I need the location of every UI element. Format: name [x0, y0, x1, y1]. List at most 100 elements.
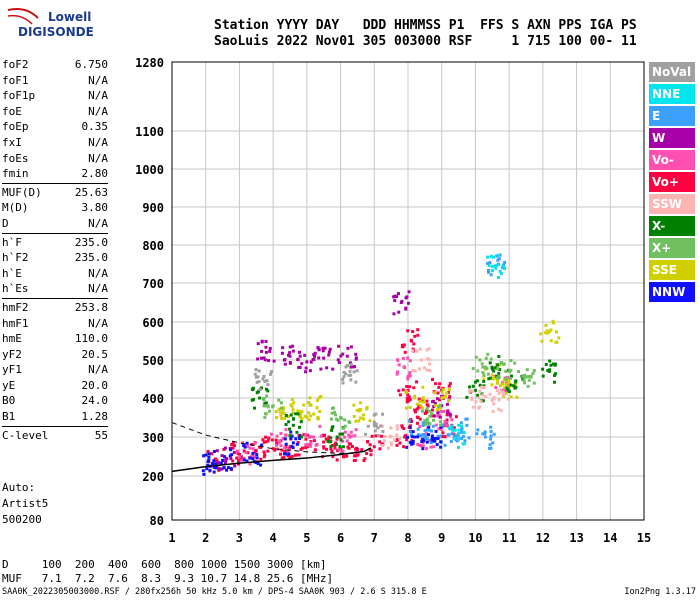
legend-item: NoVal: [649, 62, 695, 82]
data-point: [507, 390, 511, 394]
data-point: [421, 385, 425, 389]
data-point: [541, 367, 545, 371]
data-point: [291, 349, 295, 353]
data-point: [302, 403, 306, 407]
data-point: [398, 441, 402, 445]
data-point: [328, 347, 332, 351]
data-point: [543, 331, 547, 335]
data-point: [298, 415, 302, 419]
data-point: [497, 371, 501, 375]
data-point: [374, 434, 378, 438]
data-point: [312, 435, 316, 439]
data-point: [241, 441, 245, 445]
data-point: [395, 443, 399, 447]
data-point: [213, 462, 217, 466]
data-point: [443, 419, 447, 423]
data-point: [493, 376, 497, 380]
data-point: [486, 268, 490, 272]
file-info-footer: SAA0K_2022305003000.RSF / 280fx256h 50 k…: [2, 587, 427, 597]
data-point: [282, 456, 286, 460]
data-point: [512, 384, 516, 388]
version-label: Ion2Png 1.3.17: [624, 587, 696, 597]
param-row: hmF1 N/A: [2, 316, 108, 332]
data-point: [353, 458, 357, 462]
data-point: [263, 380, 267, 384]
param-value: 253.8: [74, 300, 108, 314]
data-point: [239, 455, 243, 459]
data-point: [381, 444, 385, 448]
data-point: [365, 452, 369, 456]
data-point: [288, 427, 292, 431]
data-point: [421, 396, 425, 400]
data-point: [368, 419, 372, 423]
data-point: [338, 436, 342, 440]
data-point: [342, 426, 346, 430]
data-point: [253, 406, 257, 410]
data-point: [433, 439, 437, 443]
data-point: [336, 449, 340, 453]
data-point: [553, 373, 557, 377]
data-point: [409, 338, 413, 342]
param-row: MUF(D) 25.63: [2, 185, 108, 201]
data-point: [395, 424, 399, 428]
data-point: [457, 432, 461, 436]
data-point: [405, 295, 409, 299]
data-point: [251, 386, 255, 390]
data-point: [389, 443, 393, 447]
data-point: [266, 449, 270, 453]
data-point: [280, 448, 284, 452]
param-value: N/A: [88, 216, 108, 230]
data-point: [396, 370, 400, 374]
data-point: [339, 416, 343, 420]
data-point: [372, 420, 376, 424]
data-point: [304, 446, 308, 450]
data-point: [260, 443, 264, 447]
data-point: [415, 349, 419, 353]
data-point: [267, 436, 271, 440]
data-point: [215, 449, 219, 453]
data-point: [303, 353, 307, 357]
data-point: [415, 407, 419, 411]
data-point: [305, 445, 309, 449]
x-tick-label: 12: [536, 531, 550, 545]
data-point: [540, 339, 544, 343]
data-point: [457, 423, 461, 427]
data-point: [248, 446, 252, 450]
data-point: [436, 391, 440, 395]
data-point: [343, 418, 347, 422]
data-point: [430, 434, 434, 438]
data-point: [431, 400, 435, 404]
param-value: 24.0: [81, 394, 109, 408]
data-point: [257, 369, 261, 373]
data-point: [490, 365, 494, 369]
data-point: [426, 420, 430, 424]
data-point: [326, 439, 330, 443]
data-point: [421, 406, 425, 410]
data-point: [509, 383, 513, 387]
data-point: [297, 453, 301, 457]
data-point: [453, 428, 457, 432]
data-point: [415, 415, 419, 419]
data-point: [495, 381, 499, 385]
data-point: [395, 372, 399, 376]
data-point: [205, 467, 209, 471]
param-row: foF1 N/A: [2, 73, 108, 89]
data-point: [406, 356, 410, 360]
data-point: [330, 428, 334, 432]
data-point: [279, 413, 283, 417]
data-point: [233, 464, 237, 468]
data-point: [496, 363, 500, 367]
data-point: [236, 451, 240, 455]
data-point: [353, 434, 357, 438]
x-tick-label: 13: [569, 531, 583, 545]
data-point: [412, 386, 416, 390]
data-point: [349, 430, 353, 434]
data-point: [290, 454, 294, 458]
data-point: [488, 443, 492, 447]
data-point: [347, 373, 351, 377]
data-point: [321, 433, 325, 437]
param-key: B0: [2, 394, 16, 408]
data-point: [492, 369, 496, 373]
data-point: [476, 369, 480, 373]
